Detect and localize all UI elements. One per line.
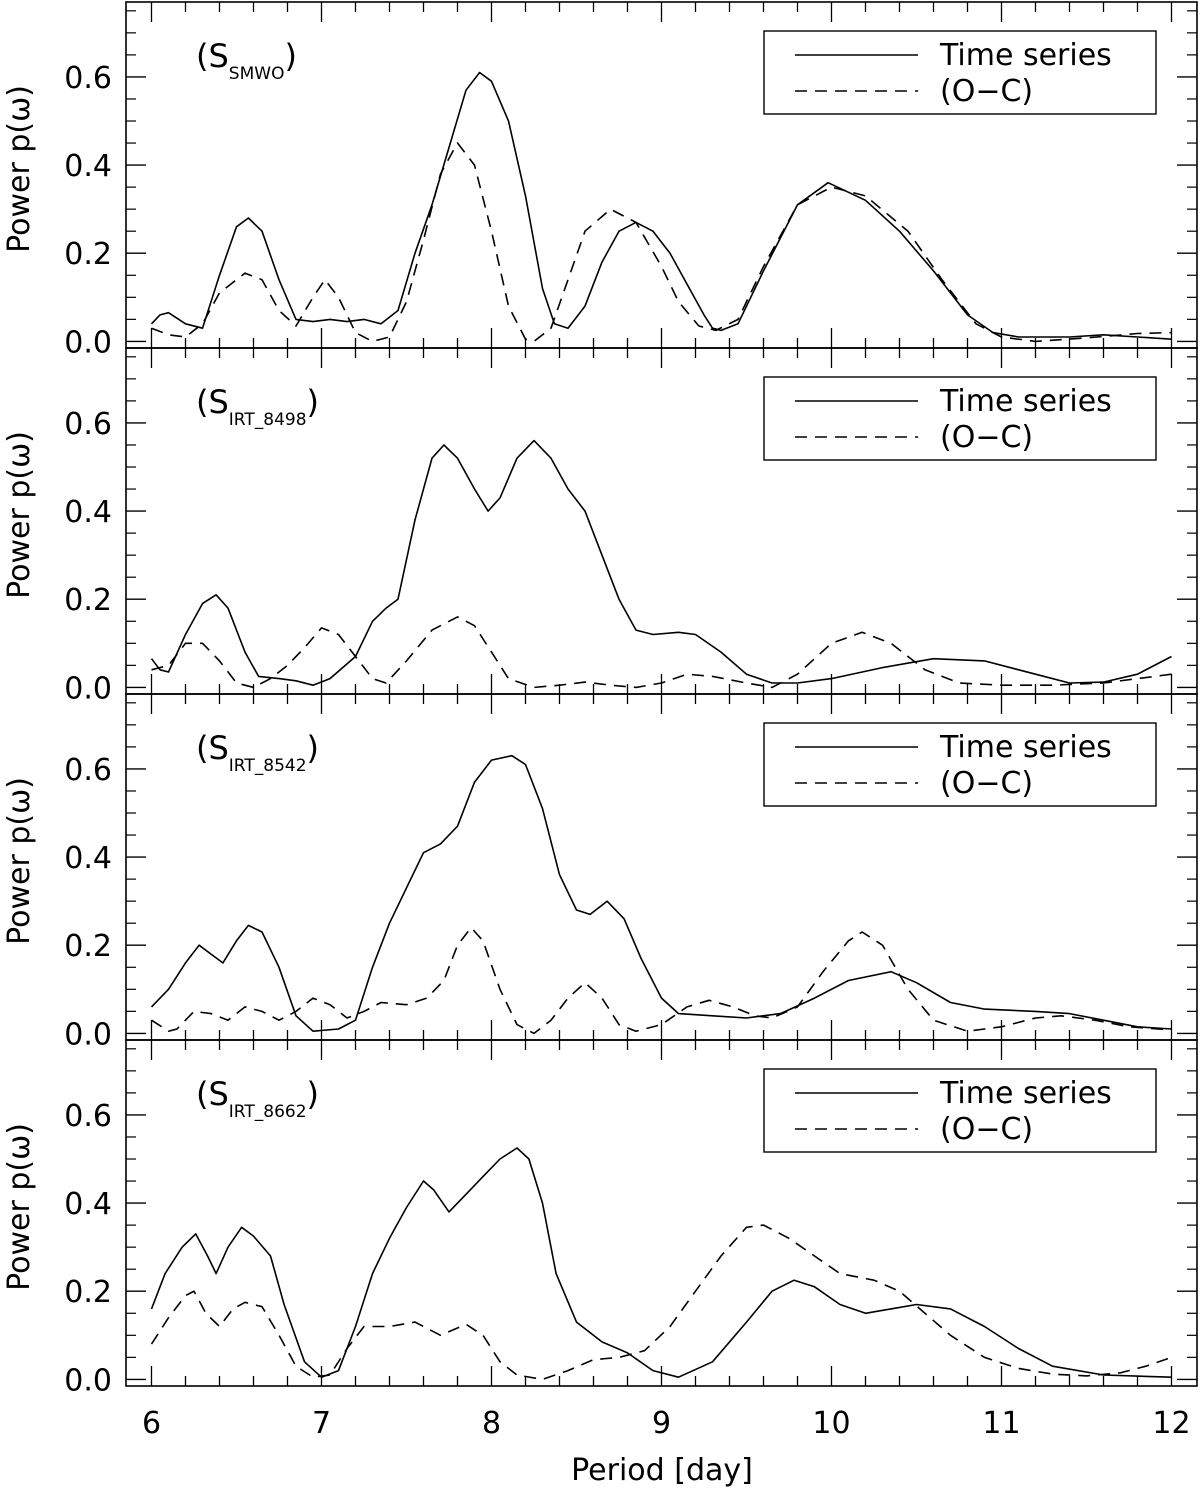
- legend-time-series-label: Time series: [939, 1076, 1112, 1111]
- legend-o-c-label: (O−C): [940, 1112, 1033, 1147]
- y-axis-title: Power p(ω): [2, 1123, 37, 1291]
- o-c-line: [151, 616, 1172, 689]
- legend-box: [763, 30, 1157, 115]
- legend: Time series(O−C): [763, 30, 1157, 115]
- x-tick-label: 12: [1152, 1406, 1190, 1441]
- y-tick-label: 0.2: [64, 237, 112, 272]
- legend-time-series-label: Time series: [939, 38, 1112, 73]
- x-axis-title: Period [day]: [571, 1453, 753, 1488]
- x-tick-label: 9: [652, 1406, 671, 1441]
- legend-o-c-label: (O−C): [940, 420, 1033, 455]
- y-tick-label: 0.0: [64, 1017, 112, 1052]
- legend-o-c-label: (O−C): [940, 766, 1033, 801]
- legend-box: [763, 376, 1157, 461]
- y-tick-label: 0.2: [64, 583, 112, 618]
- panel-label: (SIRT_8662): [196, 1075, 319, 1122]
- legend: Time series(O−C): [763, 1068, 1157, 1153]
- panel-label: (SSMWO): [196, 37, 297, 84]
- legend: Time series(O−C): [763, 722, 1157, 807]
- y-tick-label: 0.6: [64, 1099, 112, 1134]
- x-tick-label: 10: [812, 1406, 850, 1441]
- y-tick-label: 0.4: [64, 149, 112, 184]
- panel-1: 0.0 0.2 0.4 0.6 Power p(ω) (SSMWO) Time series…: [2, 1, 1198, 360]
- x-tick-label: 11: [982, 1406, 1020, 1441]
- legend-time-series-label: Time series: [939, 384, 1112, 419]
- legend-time-series-label: Time series: [939, 730, 1112, 765]
- y-tick-label: 0.4: [64, 841, 112, 876]
- panel-3: 0.0 0.2 0.4 0.6 Power p(ω) (SIRT_8542) Time se…: [2, 693, 1198, 1052]
- y-tick-label: 0.6: [64, 61, 112, 96]
- y-axis-title: Power p(ω): [2, 777, 37, 945]
- panel-label: (SIRT_8498): [196, 383, 319, 430]
- legend-o-c-label: (O−C): [940, 74, 1033, 109]
- legend: Time series(O−C): [763, 376, 1157, 461]
- y-tick-label: 0.6: [64, 753, 112, 788]
- panel-label: (SIRT_8542): [196, 729, 319, 776]
- y-tick-label: 0.4: [64, 1187, 112, 1222]
- time-series-line: [150, 439, 1172, 686]
- panel-2: 0.0 0.2 0.4 0.6 Power p(ω) (SIRT_8498) Time se…: [2, 347, 1198, 706]
- y-tick-label: 0.2: [64, 929, 112, 964]
- y-axis-title: Power p(ω): [2, 85, 37, 253]
- panel-4: 0.0 0.2 0.4 0.6 Power p(ω) (SIRT_8662) Time se…: [2, 1039, 1198, 1398]
- y-tick-label: 0.0: [64, 325, 112, 360]
- time-series-line: [150, 71, 1172, 340]
- panels: 0.0 0.2 0.4 0.6 Power p(ω) (SSMWO) Time series…: [2, 1, 1198, 1398]
- o-c-line: [151, 926, 1172, 1035]
- time-series-line: [150, 1147, 1172, 1378]
- x-tick-label: 6: [142, 1406, 161, 1441]
- legend-box: [763, 1068, 1157, 1153]
- x-tick-label: 8: [482, 1406, 501, 1441]
- legend-box: [763, 722, 1157, 807]
- y-tick-label: 0.4: [64, 495, 112, 530]
- y-axis-title: Power p(ω): [2, 431, 37, 599]
- o-c-line: [151, 142, 1172, 343]
- y-tick-label: 0.0: [64, 671, 112, 706]
- y-tick-label: 0.6: [64, 407, 112, 442]
- x-tick-labels: 6 7 8 9 10 11 12: [142, 1406, 1191, 1441]
- y-tick-label: 0.0: [64, 1363, 112, 1398]
- o-c-line: [150, 1224, 1172, 1381]
- y-tick-label: 0.2: [64, 1275, 112, 1310]
- x-tick-label: 7: [312, 1406, 331, 1441]
